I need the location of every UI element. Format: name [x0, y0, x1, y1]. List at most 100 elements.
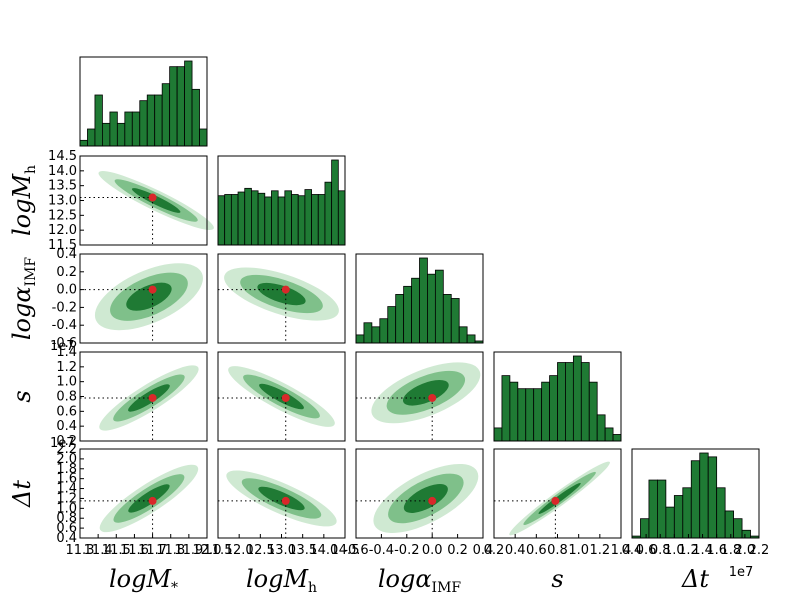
hist-bar [673, 495, 684, 539]
x-tick-label: 13.0 [267, 543, 296, 558]
hist-bar [87, 128, 96, 147]
hist-bar [277, 196, 286, 246]
x-tick-label: 12.0 [225, 543, 254, 558]
x-tick-label: 14.0 [309, 543, 338, 558]
x-tick-label: 2.2 [749, 543, 770, 558]
panel-logaIMF-vs-logMh [217, 253, 346, 344]
x-tick-label: 0.4 [505, 543, 526, 558]
hist-bar [419, 257, 428, 344]
hist-bar [716, 487, 726, 539]
truth-marker [281, 393, 290, 402]
y-tick-label: -0.4 [52, 318, 77, 333]
panel-logaIMF-vs-logaIMF [355, 253, 484, 344]
x-tick-label: 11.8 [156, 543, 185, 558]
x-tick-label: 0.4 [473, 543, 494, 558]
hist-bar [509, 381, 519, 442]
hist-bar [724, 510, 735, 539]
y-tick-label: -0.6 [52, 336, 77, 351]
hist-bar [525, 388, 535, 442]
hist-bar [199, 128, 208, 147]
y-tick-label: 0.4 [56, 419, 77, 434]
hist-bar [317, 194, 326, 246]
panel-frame [493, 351, 622, 442]
hist-bar [387, 306, 397, 344]
hist-bar [604, 427, 614, 442]
hist-bar [395, 294, 405, 344]
panel-frame [217, 155, 346, 246]
x-offset-text: 1e7 [729, 565, 754, 580]
y-tick-label: -0.2 [52, 300, 77, 315]
hist-bar [79, 139, 88, 147]
x-tick-label: 1.0 [664, 543, 685, 558]
hist-bar [146, 94, 156, 147]
x-tick-label: 0.4 [622, 543, 643, 558]
hist-bar [427, 273, 436, 344]
y-tick-label: 13.0 [48, 194, 77, 209]
y-tick-label: 0.6 [56, 521, 77, 536]
contour-level-3 [257, 282, 306, 306]
y-tick-label: 0.8 [56, 390, 77, 405]
y-tick-label: 0.2 [56, 265, 77, 280]
hist-bar [94, 94, 103, 147]
contour-level-3 [258, 486, 305, 511]
hist-bar [244, 187, 252, 246]
hist-bar [517, 388, 527, 442]
hist-bar [458, 326, 468, 344]
y-tick-label: 0.4 [56, 247, 77, 262]
hist-bar [237, 191, 246, 246]
hist-bar [271, 190, 279, 246]
y-axis-label: logMh [8, 165, 39, 236]
hist-bar [565, 362, 574, 442]
hist-bar [411, 277, 420, 344]
hist-bar [109, 111, 118, 147]
x-tick-label: 11.7 [138, 543, 167, 558]
panel-frame [217, 253, 346, 344]
panel-frame [355, 351, 484, 442]
x-tick-label: 14.5 [331, 543, 360, 558]
y-tick-label: 1.0 [56, 501, 77, 516]
hist-bar [403, 285, 412, 344]
hist-bar [116, 122, 126, 147]
contour-level-3 [259, 383, 304, 410]
x-tick-label: 12.5 [246, 543, 275, 558]
panel-s-vs-logaIMF [355, 351, 484, 442]
y-tick-label: 0.0 [56, 283, 77, 298]
y-tick-label: 12.0 [48, 223, 77, 238]
hist-bar [264, 196, 272, 246]
panel-frame [355, 253, 484, 344]
hist-bar [191, 88, 200, 147]
y-tick-label: 1.6 [56, 472, 77, 487]
contour-level-3 [131, 188, 181, 213]
hist-bar [493, 427, 503, 442]
x-tick-label: 1.8 [720, 543, 741, 558]
x-tick-label: 13.5 [288, 543, 317, 558]
x-tick-label: 1.2 [589, 543, 610, 558]
x-tick-label: 1.6 [706, 543, 727, 558]
hist-bar [161, 83, 171, 147]
y-tick-label: 1.8 [56, 462, 77, 477]
hist-bar [648, 479, 658, 539]
panel-frame [355, 448, 484, 539]
hist-bar [596, 414, 606, 442]
hist-bar [690, 460, 701, 539]
truth-marker [281, 496, 290, 505]
truth-marker [148, 285, 157, 294]
x-tick-label: 1.4 [611, 543, 632, 558]
x-tick-label: -0.4 [369, 543, 394, 558]
x-tick-label: 0.6 [526, 543, 547, 558]
hist-bar [291, 194, 299, 246]
contour-level-3 [128, 484, 170, 513]
y-tick-label: 0.2 [56, 434, 77, 449]
hist-bar [572, 355, 582, 442]
x-tick-label: 1.4 [692, 543, 713, 558]
y-tick-label: 14.0 [48, 164, 77, 179]
hist-bar [184, 60, 193, 147]
x-tick-label: 0.8 [650, 543, 671, 558]
hist-bar [363, 322, 373, 344]
x-tick-label: 1.2 [678, 543, 699, 558]
hist-bar [699, 452, 709, 539]
hist-bar [304, 189, 312, 246]
y-tick-label: 1.0 [56, 375, 77, 390]
contour-level-3 [403, 483, 448, 513]
y-tick-label: 1.4 [56, 345, 77, 360]
